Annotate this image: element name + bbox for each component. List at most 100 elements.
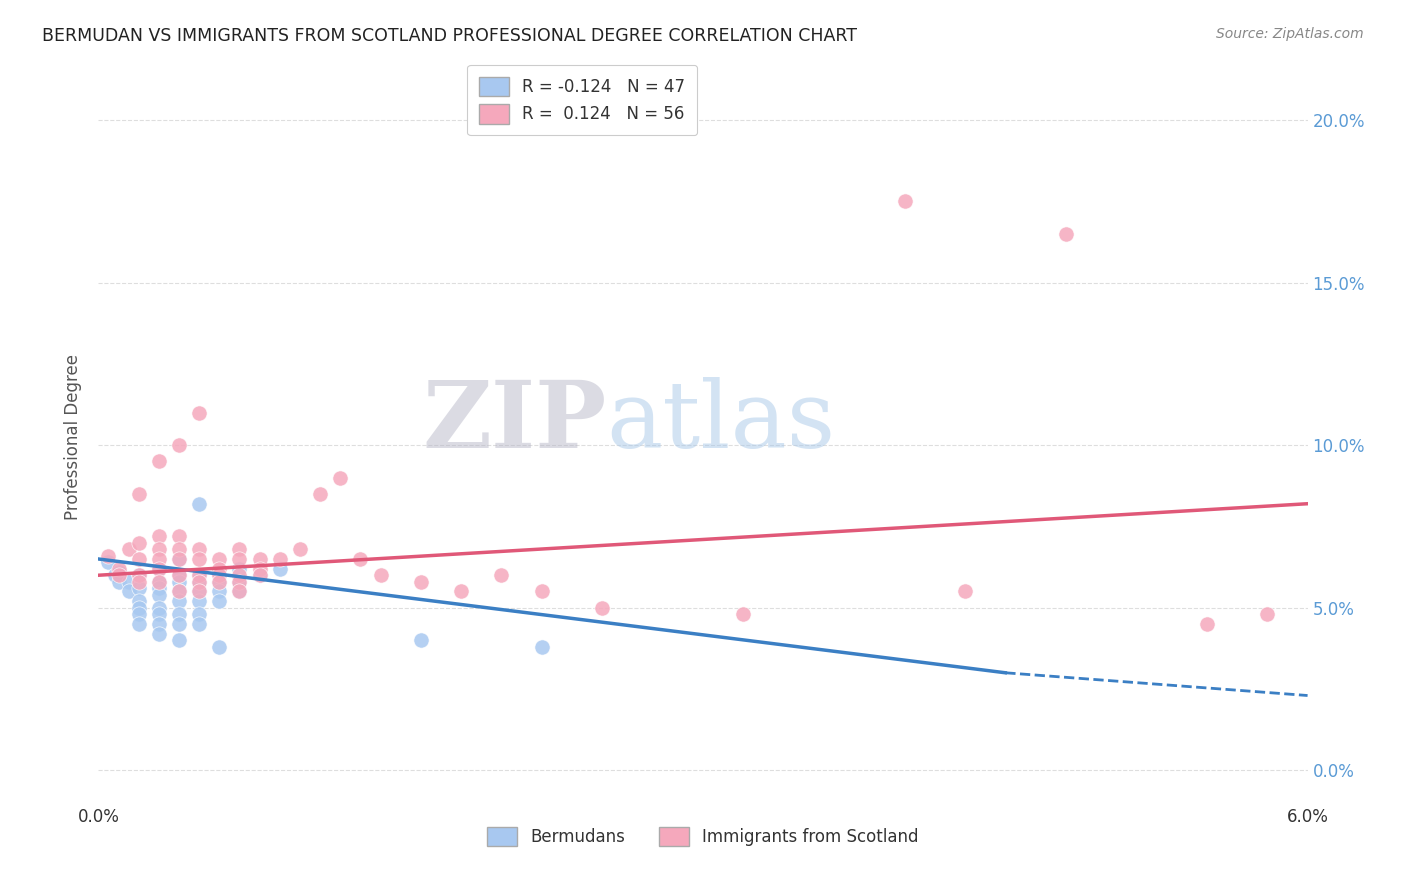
Point: [208, 584, 231, 599]
Point: [1054, 227, 1077, 241]
Point: [188, 574, 211, 589]
Point: [103, 568, 125, 582]
Point: [530, 584, 553, 599]
Point: [128, 617, 150, 632]
Point: [148, 574, 170, 589]
Point: [148, 607, 170, 622]
Point: [107, 565, 129, 579]
Point: [409, 633, 432, 648]
Point: [208, 594, 231, 608]
Text: BERMUDAN VS IMMIGRANTS FROM SCOTLAND PROFESSIONAL DEGREE CORRELATION CHART: BERMUDAN VS IMMIGRANTS FROM SCOTLAND PRO…: [42, 27, 858, 45]
Point: [188, 574, 211, 589]
Point: [128, 568, 150, 582]
Point: [167, 584, 190, 599]
Point: [249, 568, 271, 582]
Point: [118, 584, 141, 599]
Point: [370, 568, 392, 582]
Point: [148, 562, 170, 576]
Point: [1256, 607, 1278, 622]
Point: [188, 607, 211, 622]
Point: [733, 607, 755, 622]
Point: [148, 626, 170, 640]
Point: [188, 594, 211, 608]
Point: [208, 568, 231, 582]
Point: [148, 454, 170, 468]
Point: [167, 617, 190, 632]
Point: [349, 552, 371, 566]
Point: [148, 542, 170, 557]
Text: atlas: atlas: [606, 377, 835, 467]
Point: [97, 549, 120, 563]
Point: [107, 562, 129, 576]
Point: [188, 584, 211, 599]
Point: [128, 568, 150, 582]
Point: [269, 562, 291, 576]
Point: [188, 497, 211, 511]
Point: [228, 574, 250, 589]
Text: Source: ZipAtlas.com: Source: ZipAtlas.com: [1216, 27, 1364, 41]
Point: [148, 574, 170, 589]
Point: [148, 552, 170, 566]
Point: [167, 529, 190, 543]
Point: [228, 574, 250, 589]
Point: [530, 640, 553, 654]
Point: [249, 562, 271, 576]
Point: [409, 574, 432, 589]
Point: [148, 617, 170, 632]
Point: [167, 438, 190, 452]
Point: [188, 584, 211, 599]
Point: [128, 535, 150, 549]
Point: [188, 552, 211, 566]
Point: [228, 562, 250, 576]
Point: [309, 487, 332, 501]
Point: [1195, 617, 1218, 632]
Legend: Bermudans, Immigrants from Scotland: Bermudans, Immigrants from Scotland: [481, 821, 925, 853]
Point: [167, 594, 190, 608]
Point: [128, 600, 150, 615]
Point: [249, 552, 271, 566]
Point: [148, 600, 170, 615]
Point: [228, 584, 250, 599]
Point: [148, 588, 170, 602]
Point: [148, 529, 170, 543]
Point: [128, 607, 150, 622]
Point: [167, 633, 190, 648]
Point: [269, 552, 291, 566]
Point: [893, 194, 915, 209]
Point: [118, 542, 141, 557]
Point: [128, 487, 150, 501]
Point: [953, 584, 976, 599]
Point: [188, 617, 211, 632]
Point: [288, 542, 311, 557]
Point: [208, 574, 231, 589]
Point: [148, 581, 170, 595]
Point: [228, 552, 250, 566]
Point: [491, 568, 513, 582]
Point: [208, 552, 231, 566]
Point: [167, 574, 190, 589]
Point: [188, 568, 211, 582]
Point: [167, 568, 190, 582]
Point: [188, 568, 211, 582]
Point: [228, 584, 250, 599]
Point: [167, 568, 190, 582]
Text: ZIP: ZIP: [422, 377, 606, 467]
Point: [208, 562, 231, 576]
Point: [148, 562, 170, 576]
Point: [167, 584, 190, 599]
Point: [97, 555, 120, 569]
Point: [107, 574, 129, 589]
Point: [118, 574, 141, 589]
Point: [107, 568, 129, 582]
Point: [167, 552, 190, 566]
Point: [208, 640, 231, 654]
Point: [128, 594, 150, 608]
Point: [167, 607, 190, 622]
Point: [228, 568, 250, 582]
Point: [128, 574, 150, 589]
Point: [188, 406, 211, 420]
Point: [128, 552, 150, 566]
Point: [167, 552, 190, 566]
Point: [188, 542, 211, 557]
Point: [591, 600, 613, 615]
